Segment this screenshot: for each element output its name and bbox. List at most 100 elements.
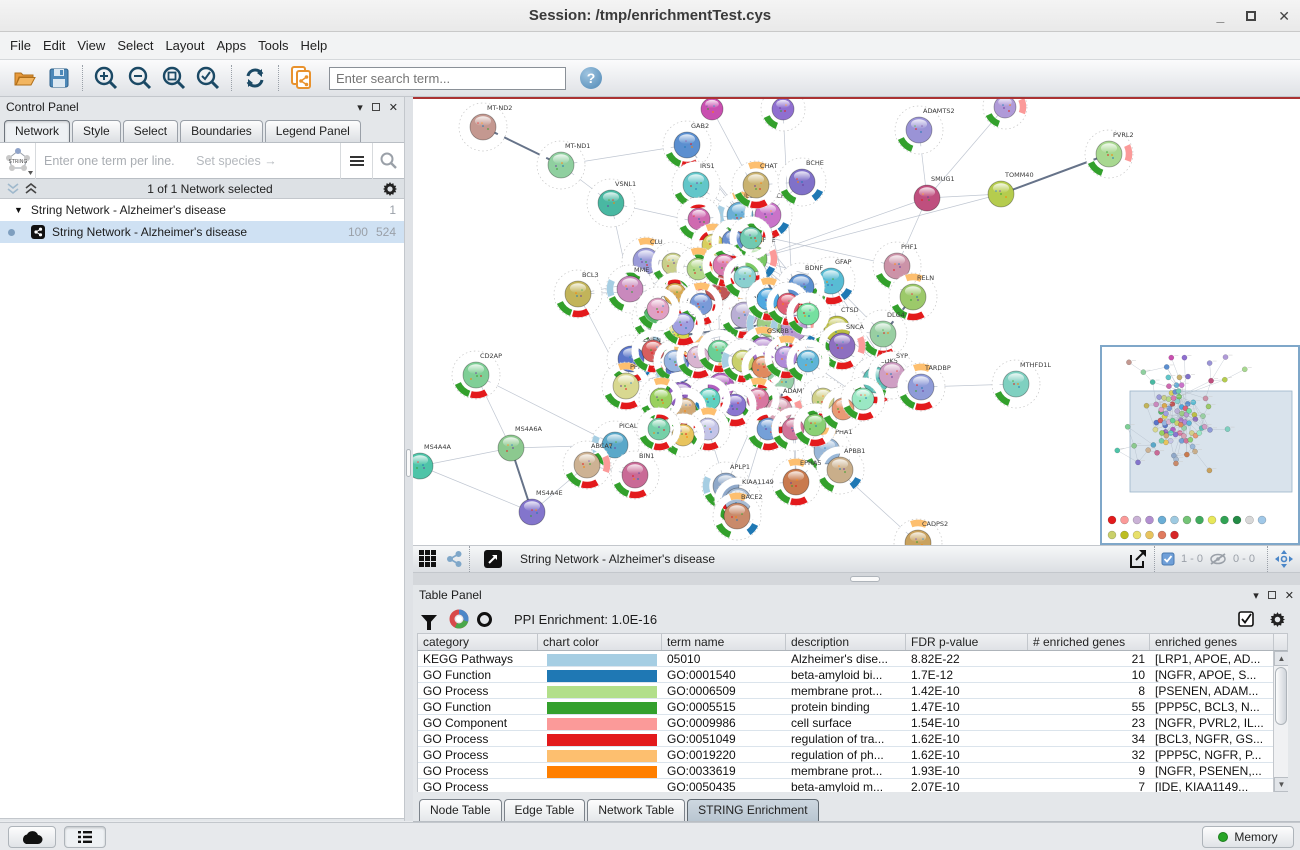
tree-expand-icon[interactable]: ▼ <box>14 205 23 215</box>
table-row[interactable]: GO Process GO:0051049 regulation of tra...… <box>418 731 1288 747</box>
network-node-VSNL1[interactable]: VSNL1 <box>586 178 636 228</box>
help-button[interactable]: ? <box>580 67 602 89</box>
network-node-MS4A4E[interactable]: MS4A4E <box>518 489 563 526</box>
network-node-PHF1[interactable]: PHF1 <box>872 241 922 291</box>
splitter-handle[interactable] <box>406 449 411 477</box>
float-panel-icon[interactable] <box>371 103 380 111</box>
cloud-services-button[interactable] <box>8 826 56 848</box>
tab-legend-panel[interactable]: Legend Panel <box>264 120 361 142</box>
species-hint[interactable]: Set species → <box>196 153 277 168</box>
expand-all-icon[interactable] <box>24 182 38 195</box>
save-session-button[interactable] <box>42 63 76 93</box>
table-row[interactable]: KEGG Pathways 05010 Alzheimer's dise... 8.8… <box>418 651 1288 667</box>
network-node-MME[interactable]: MME <box>605 264 655 314</box>
network-collection-row[interactable]: ▼ String Network - Alzheimer's disease 1 <box>0 199 404 221</box>
zoom-selected-button[interactable] <box>191 63 225 93</box>
birds-eye-view[interactable] <box>1100 345 1300 545</box>
network-node-EPHA5[interactable]: EPHA5 <box>771 457 822 507</box>
string-logo[interactable]: STRING <box>0 142 36 179</box>
clone-network-button[interactable] <box>285 63 319 93</box>
column-header---enriched-genes[interactable]: # enriched genes <box>1028 634 1150 650</box>
menu-edit[interactable]: Edit <box>42 38 66 53</box>
zoom-in-button[interactable] <box>89 63 123 93</box>
network-node-BACE2[interactable]: BACE2 <box>712 491 763 541</box>
select-columns-icon[interactable] <box>1238 610 1255 628</box>
network-node[interactable] <box>765 281 811 327</box>
table-row[interactable]: GO Function GO:0005515 protein binding 1.47… <box>418 699 1288 715</box>
tab-network[interactable]: Network <box>4 120 71 142</box>
column-header-chart-color[interactable]: chart color <box>538 634 662 650</box>
network-node[interactable] <box>636 406 682 452</box>
tab-boundaries[interactable]: Boundaries <box>180 120 263 142</box>
zoom-out-button[interactable] <box>123 63 157 93</box>
detach-view-button[interactable] <box>484 550 502 568</box>
network-node[interactable] <box>635 286 681 332</box>
network-node[interactable] <box>785 291 831 337</box>
table-row[interactable]: GO Process GO:0050435 beta-amyloid m... 2.0… <box>418 779 1288 792</box>
network-node-CD2AP[interactable]: CD2AP <box>451 350 502 400</box>
network-node-BCL3[interactable]: BCL3 <box>553 269 603 319</box>
table-scrollbar[interactable]: ▲ ▼ <box>1273 651 1288 792</box>
network-node-APBB1[interactable]: APBB1 <box>815 445 865 495</box>
table-row[interactable]: GO Process GO:0033619 membrane prot... 1.93… <box>418 763 1288 779</box>
column-header-category[interactable]: category <box>418 634 538 650</box>
panel-menu-icon[interactable]: ▾ <box>357 101 363 114</box>
menu-file[interactable]: File <box>10 38 31 53</box>
task-history-button[interactable] <box>64 826 106 848</box>
string-query-input[interactable]: Enter one term per line. Set species → <box>36 154 340 168</box>
panel-menu-icon[interactable]: ▾ <box>1253 589 1259 602</box>
menu-help[interactable]: Help <box>300 38 328 53</box>
string-options-button[interactable] <box>340 142 372 179</box>
ring-chart-icon[interactable] <box>477 611 492 627</box>
network-node[interactable] <box>728 215 774 261</box>
network-node-SMUG1[interactable]: SMUG1 <box>913 175 955 212</box>
table-row[interactable]: GO Process GO:0006509 membrane prot... 1.42… <box>418 683 1288 699</box>
network-row[interactable]: String Network - Alzheimer's disease 100… <box>0 221 404 243</box>
string-search-button[interactable] <box>372 142 404 179</box>
network-node-TOMM40[interactable]: TOMM40 <box>987 171 1034 208</box>
tab-string-enrichment[interactable]: STRING Enrichment <box>687 799 819 821</box>
tab-edge-table[interactable]: Edge Table <box>503 799 586 821</box>
network-node-PVRL2[interactable]: PVRL2 <box>1084 129 1134 179</box>
grid-view-button[interactable] <box>419 550 437 568</box>
column-header-enriched-genes[interactable]: enriched genes <box>1150 634 1274 650</box>
table-row[interactable]: GO Component GO:0009986 cell surface 1.54E-… <box>418 715 1288 731</box>
network-node-CHAT[interactable]: CHAT <box>731 160 781 210</box>
network-node-TARDBP[interactable]: TARDBP <box>896 362 951 412</box>
minimize-button[interactable]: _ <box>1216 8 1225 24</box>
menu-select[interactable]: Select <box>117 38 154 53</box>
search-input[interactable] <box>329 66 566 90</box>
collapse-all-icon[interactable] <box>6 182 20 195</box>
scroll-down-arrow[interactable]: ▼ <box>1274 777 1288 792</box>
navigator-toggle-icon[interactable] <box>1274 549 1294 569</box>
export-view-icon[interactable] <box>1128 549 1148 569</box>
gear-icon[interactable] <box>382 181 398 197</box>
column-header-term-name[interactable]: term name <box>662 634 786 650</box>
network-node[interactable] <box>700 99 724 121</box>
network-node-MT-ND1[interactable]: MT-ND1 <box>536 140 590 190</box>
splitter-handle[interactable] <box>850 576 880 582</box>
network-node-MT-ND2[interactable]: MT-ND2 <box>458 102 512 152</box>
close-panel-icon[interactable]: ✕ <box>1284 589 1294 602</box>
network-node-CADPS2[interactable]: CADPS2 <box>893 518 948 545</box>
refresh-button[interactable] <box>238 63 272 93</box>
settings-gear-icon[interactable] <box>1269 611 1286 628</box>
tab-network-table[interactable]: Network Table <box>587 799 686 821</box>
network-node-ADAMTS2[interactable]: ADAMTS2 <box>894 105 955 155</box>
filter-icon[interactable] <box>421 614 437 630</box>
network-node-MTHFD1L[interactable]: MTHFD1L <box>991 359 1051 409</box>
menu-layout[interactable]: Layout <box>165 38 205 53</box>
scroll-up-arrow[interactable]: ▲ <box>1274 651 1288 666</box>
tab-node-table[interactable]: Node Table <box>419 799 502 821</box>
menu-apps[interactable]: Apps <box>216 38 247 53</box>
network-node-MS4A6A[interactable]: MS4A6A <box>497 425 542 462</box>
network-node[interactable] <box>760 99 806 132</box>
network-node-BIN1[interactable]: BIN1 <box>610 450 660 500</box>
column-header-fdr-p-value[interactable]: FDR p-value <box>906 634 1028 650</box>
network-node[interactable] <box>982 99 1028 130</box>
scroll-thumb[interactable] <box>1275 667 1287 725</box>
donut-chart-icon[interactable] <box>449 609 469 629</box>
share-view-icon[interactable] <box>445 550 463 568</box>
column-header-description[interactable]: description <box>786 634 906 650</box>
tab-style[interactable]: Style <box>72 120 121 142</box>
